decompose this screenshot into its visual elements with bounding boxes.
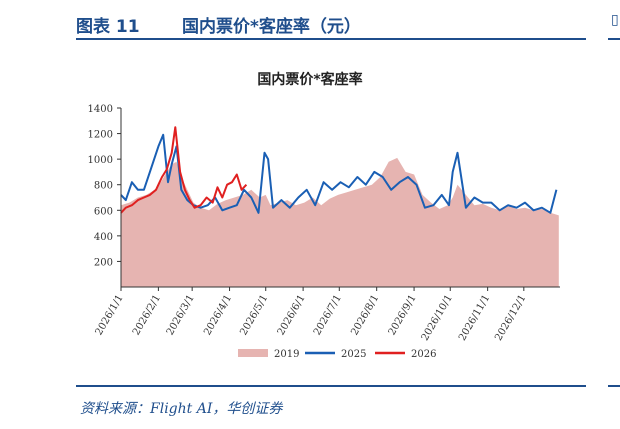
adjacent-figure-edge-glyph: ▯ bbox=[611, 12, 619, 28]
figure-header: 图表 11 国内票价*客座率（元） bbox=[76, 8, 586, 40]
legend-label-2026: 2026 bbox=[411, 349, 436, 360]
adjacent-figure-footer-edge bbox=[608, 385, 620, 387]
x-tick-label: 2026/11/1 bbox=[457, 293, 492, 343]
legend-swatch-2019 bbox=[238, 349, 268, 357]
figure-number: 图表 11 bbox=[76, 17, 140, 37]
x-tick-label: 2026/4/1 bbox=[202, 293, 234, 337]
x-tick-label: 2026/7/1 bbox=[312, 293, 344, 337]
series-2019-area bbox=[121, 157, 559, 287]
x-tick-label: 2026/6/1 bbox=[276, 293, 308, 337]
adjacent-figure-edge bbox=[608, 8, 620, 40]
y-tick-label: 200 bbox=[94, 257, 113, 268]
y-tick-label: 1000 bbox=[88, 155, 113, 166]
x-tick-label: 2026/8/1 bbox=[349, 293, 381, 337]
x-tick-label: 2026/9/1 bbox=[387, 293, 419, 337]
figure-title: 国内票价*客座率（元） bbox=[182, 17, 361, 37]
x-tick-label: 2026/12/1 bbox=[493, 293, 528, 343]
x-tick-label: 2026/10/1 bbox=[420, 293, 455, 343]
legend-label-2025: 2025 bbox=[341, 349, 366, 360]
x-tick-label: 2026/3/1 bbox=[165, 293, 197, 337]
legend-label-2019: 2019 bbox=[274, 349, 299, 360]
x-tick-label: 2026/2/1 bbox=[131, 293, 163, 337]
footer-rule bbox=[76, 385, 586, 387]
y-tick-label: 1400 bbox=[88, 104, 113, 115]
x-tick-label: 2026/5/1 bbox=[238, 293, 270, 337]
y-tick-label: 1200 bbox=[88, 130, 113, 141]
y-tick-label: 400 bbox=[94, 232, 113, 243]
chart-title: 国内票价*客座率 bbox=[257, 72, 363, 88]
source-note: 资料来源：Flight AI，华创证券 bbox=[80, 401, 283, 417]
y-tick-label: 800 bbox=[94, 181, 113, 192]
y-tick-label: 600 bbox=[94, 206, 113, 217]
x-tick-label: 2026/1/1 bbox=[94, 293, 126, 337]
series-2026-line bbox=[120, 126, 248, 214]
